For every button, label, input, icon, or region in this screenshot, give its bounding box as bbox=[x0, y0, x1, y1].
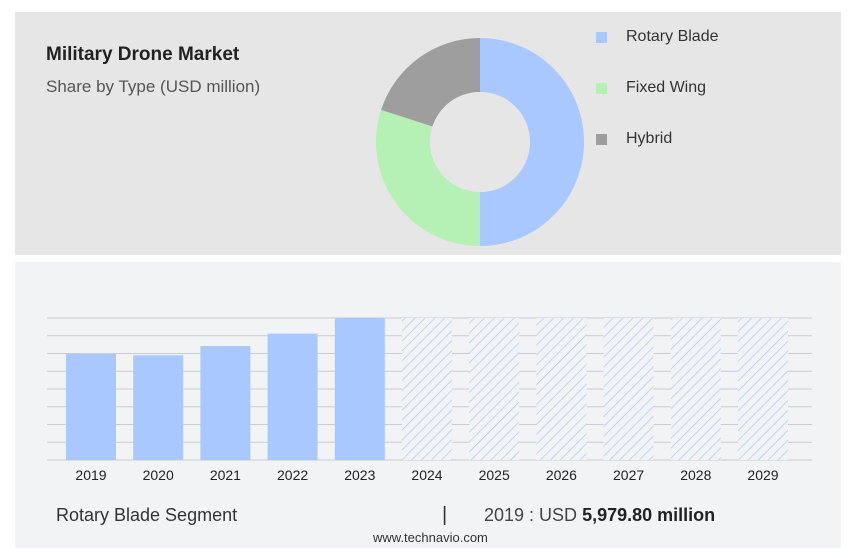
bar-2019 bbox=[66, 353, 116, 460]
legend-label: Rotary Blade bbox=[626, 28, 719, 45]
legend-swatch-hybrid bbox=[596, 133, 607, 145]
legend-label: Fixed Wing bbox=[626, 79, 707, 96]
bar-2022 bbox=[267, 333, 318, 460]
donut-slice-rotary-blade bbox=[480, 38, 584, 246]
legend-swatch-rotary-blade bbox=[596, 31, 607, 43]
legend-item-fixed-wing: Fixed Wing bbox=[596, 77, 796, 99]
legend-item-rotary-blade: Rotary Blade bbox=[596, 26, 796, 48]
segment-value: 2019 : USD 5,979.80 million bbox=[484, 505, 715, 526]
x-tick-label: 2025 bbox=[479, 467, 510, 483]
segment-label: Rotary Blade Segment bbox=[56, 505, 238, 525]
bar-2029 bbox=[738, 318, 788, 460]
legend-label: Hybrid bbox=[626, 130, 673, 147]
x-tick-label: 2024 bbox=[411, 467, 442, 483]
donut-chart bbox=[376, 38, 584, 246]
x-tick-label: 2022 bbox=[277, 467, 308, 483]
x-tick-label: 2028 bbox=[680, 467, 711, 483]
x-tick-label: 2020 bbox=[143, 467, 174, 483]
x-tick-label: 2019 bbox=[75, 467, 106, 483]
legend-swatch-fixed-wing bbox=[596, 82, 607, 94]
donut-slice-fixed-wing bbox=[376, 109, 480, 246]
x-tick-label: 2029 bbox=[747, 467, 778, 483]
bar-2020 bbox=[133, 355, 184, 460]
bar-2021 bbox=[200, 346, 251, 460]
legend-item-hybrid: Hybrid bbox=[596, 128, 796, 150]
x-tick-label: 2021 bbox=[210, 467, 241, 483]
segment-year: 2019 : USD bbox=[484, 505, 583, 525]
x-tick-label: 2026 bbox=[546, 467, 577, 483]
bar-2027 bbox=[603, 318, 654, 460]
chart-subtitle: Share by Type (USD million) bbox=[46, 77, 261, 96]
donut-slice-hybrid bbox=[381, 38, 480, 127]
bar-2024 bbox=[402, 318, 452, 460]
bar-2028 bbox=[670, 318, 721, 460]
footer-separator: | bbox=[442, 504, 448, 526]
chart-title: Military Drone Market bbox=[46, 44, 240, 65]
x-tick-label: 2027 bbox=[613, 467, 644, 483]
source-link[interactable]: www.technavio.com bbox=[373, 530, 488, 545]
bar-chart: 2019 2020 2021 2022 2023 2024 2025 2026 2027 2028… bbox=[47, 317, 812, 483]
x-tick-label: 2023 bbox=[344, 467, 375, 483]
bar-2023 bbox=[334, 318, 385, 460]
bar-2025 bbox=[469, 318, 520, 460]
segment-amount: 5,979.80 million bbox=[582, 505, 716, 525]
donut-hole bbox=[430, 92, 530, 192]
bar-2026 bbox=[536, 318, 587, 460]
